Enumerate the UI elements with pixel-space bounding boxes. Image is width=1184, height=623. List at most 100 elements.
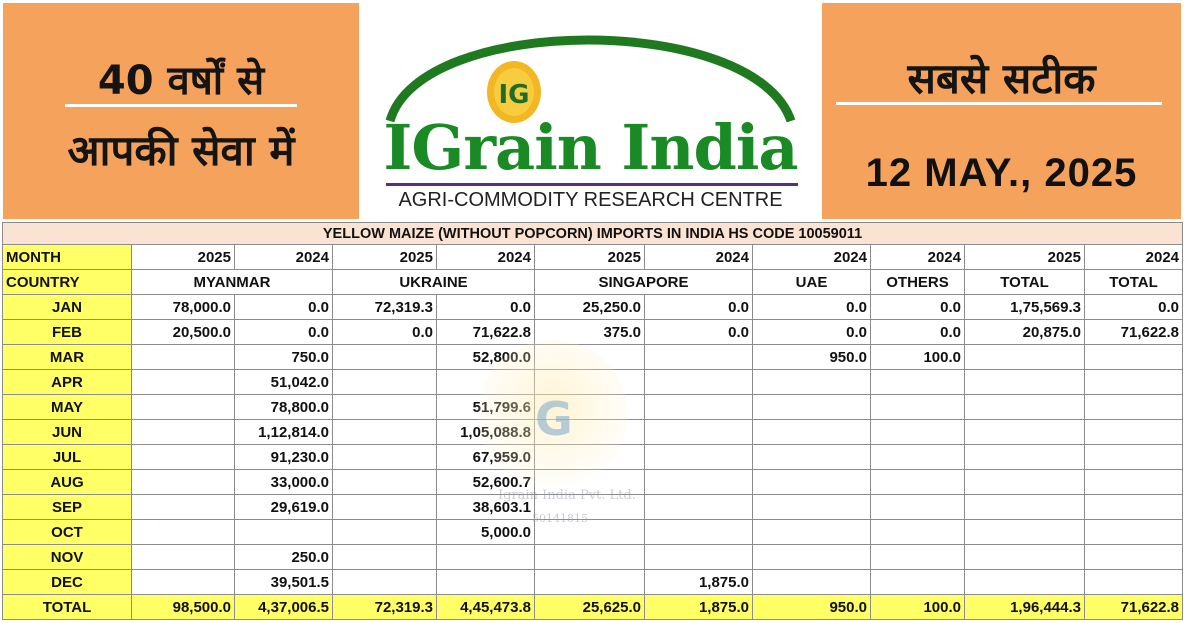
value-cell bbox=[964, 494, 1085, 520]
value-cell bbox=[1083, 519, 1184, 545]
total-cell: 100.0 bbox=[870, 594, 965, 620]
value-cell: 375.0 bbox=[534, 319, 645, 345]
total-cell: 4,37,006.5 bbox=[234, 594, 333, 620]
value-cell bbox=[332, 394, 437, 420]
value-cell bbox=[964, 444, 1085, 470]
value-cell bbox=[870, 544, 965, 570]
value-cell: 20,500.0 bbox=[131, 319, 235, 345]
value-cell: 0.0 bbox=[1083, 294, 1184, 320]
country-label: COUNTRY bbox=[2, 269, 132, 295]
value-cell: 33,000.0 bbox=[234, 469, 333, 495]
value-cell: 0.0 bbox=[870, 319, 965, 345]
value-cell bbox=[131, 519, 235, 545]
value-cell bbox=[131, 369, 235, 395]
value-cell bbox=[870, 419, 965, 445]
value-cell bbox=[870, 394, 965, 420]
value-cell: 0.0 bbox=[644, 319, 753, 345]
month-cell: MAR bbox=[2, 344, 132, 370]
value-cell bbox=[870, 519, 965, 545]
value-cell bbox=[644, 544, 753, 570]
table-row: AUG 33,000.0 52,600.7 bbox=[2, 469, 1184, 495]
value-cell bbox=[964, 469, 1085, 495]
total-cell: 4,45,473.8 bbox=[436, 594, 535, 620]
value-cell: 250.0 bbox=[234, 544, 333, 570]
country-header: MYANMAR bbox=[131, 269, 333, 295]
logo-mark-text: IG bbox=[498, 80, 529, 110]
value-cell bbox=[534, 419, 645, 445]
value-cell: 78,000.0 bbox=[131, 294, 235, 320]
table-title: YELLOW MAIZE (WITHOUT POPCORN) IMPORTS I… bbox=[1, 222, 1184, 245]
value-cell: 25,250.0 bbox=[534, 294, 645, 320]
value-cell: 0.0 bbox=[234, 319, 333, 345]
value-cell bbox=[131, 419, 235, 445]
table-row: JUN 1,12,814.0 1,05,088.8 bbox=[2, 419, 1184, 445]
value-cell: 72,319.3 bbox=[332, 294, 437, 320]
value-cell bbox=[870, 369, 965, 395]
month-cell: JUN bbox=[2, 419, 132, 445]
value-cell bbox=[1083, 444, 1184, 470]
value-cell bbox=[131, 569, 235, 595]
value-cell: 52,600.7 bbox=[436, 469, 535, 495]
value-cell: 29,619.0 bbox=[234, 494, 333, 520]
value-cell bbox=[131, 394, 235, 420]
value-cell: 1,75,569.3 bbox=[964, 294, 1085, 320]
left-tagline-line1: 40 वर्षों से bbox=[97, 58, 265, 104]
value-cell bbox=[964, 569, 1085, 595]
month-cell: MAY bbox=[2, 394, 132, 420]
value-cell bbox=[1083, 344, 1184, 370]
value-cell bbox=[964, 519, 1085, 545]
value-cell bbox=[332, 344, 437, 370]
brand-logo-panel: IG IGrain India AGRI-COMMODITY RESEARCH … bbox=[360, 3, 821, 219]
value-cell bbox=[534, 369, 645, 395]
table-row: MAY 78,800.0 51,799.6 bbox=[2, 394, 1184, 420]
table-row: DEC 39,501.5 1,875.0 bbox=[2, 569, 1184, 595]
table-row: OCT 5,000.0 bbox=[2, 519, 1184, 545]
value-cell: 20,875.0 bbox=[964, 319, 1085, 345]
brand-underline bbox=[386, 183, 798, 186]
value-cell: 100.0 bbox=[870, 344, 965, 370]
country-header: OTHERS bbox=[870, 269, 965, 295]
value-cell bbox=[644, 444, 753, 470]
value-cell bbox=[870, 569, 965, 595]
value-cell bbox=[870, 469, 965, 495]
value-cell bbox=[131, 344, 235, 370]
value-cell: 0.0 bbox=[234, 294, 333, 320]
month-cell: OCT bbox=[2, 519, 132, 545]
country-header: TOTAL bbox=[964, 269, 1085, 295]
table-row: NOV 250.0 bbox=[2, 544, 1184, 570]
value-cell bbox=[870, 444, 965, 470]
value-cell bbox=[332, 444, 437, 470]
value-cell bbox=[332, 519, 437, 545]
value-cell: 0.0 bbox=[870, 294, 965, 320]
left-tagline-panel: 40 वर्षों से आपकी सेवा में bbox=[3, 3, 359, 219]
total-cell: 71,622.8 bbox=[1083, 594, 1184, 620]
value-cell: 5,000.0 bbox=[436, 519, 535, 545]
month-cell: JAN bbox=[2, 294, 132, 320]
value-cell bbox=[964, 369, 1085, 395]
value-cell bbox=[131, 494, 235, 520]
right-tagline-panel: सबसे सटीक 12 MAY., 2025 bbox=[822, 3, 1181, 219]
value-cell bbox=[752, 369, 871, 395]
table-row: JUL 91,230.0 67,959.0 bbox=[2, 444, 1184, 470]
value-cell bbox=[332, 494, 437, 520]
value-cell: 71,622.8 bbox=[1083, 319, 1184, 345]
value-cell: 38,603.1 bbox=[436, 494, 535, 520]
value-cell: 91,230.0 bbox=[234, 444, 333, 470]
month-cell: SEP bbox=[2, 494, 132, 520]
value-cell bbox=[644, 494, 753, 520]
value-cell bbox=[752, 569, 871, 595]
table-row: FEB 20,500.0 0.0 0.0 71,622.8 375.0 0.0 0.0 0.0 2… bbox=[2, 319, 1184, 345]
value-cell bbox=[332, 419, 437, 445]
value-cell bbox=[534, 494, 645, 520]
value-cell bbox=[964, 544, 1085, 570]
header-banner: 40 वर्षों से आपकी सेवा में IG IGrain Ind… bbox=[0, 0, 1184, 222]
value-cell bbox=[752, 544, 871, 570]
value-cell: 1,12,814.0 bbox=[234, 419, 333, 445]
year-header: 2024 bbox=[436, 244, 535, 270]
brand-name: IGrain India bbox=[383, 111, 798, 184]
country-header: TOTAL bbox=[1083, 269, 1184, 295]
value-cell bbox=[534, 469, 645, 495]
value-cell bbox=[1083, 369, 1184, 395]
value-cell: 0.0 bbox=[332, 319, 437, 345]
value-cell bbox=[534, 544, 645, 570]
